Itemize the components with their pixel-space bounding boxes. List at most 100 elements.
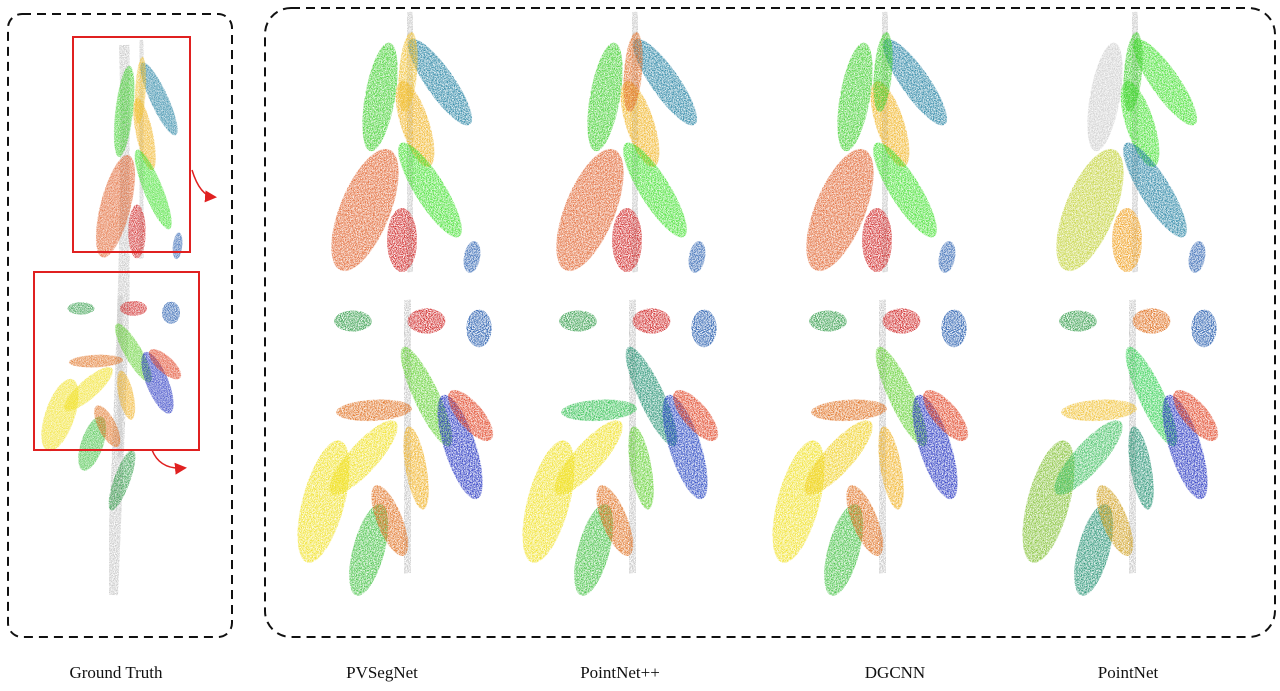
leaf — [1191, 309, 1217, 348]
leaf — [67, 302, 95, 315]
leaf — [336, 399, 412, 421]
leaf — [809, 310, 847, 332]
leaf — [1128, 426, 1154, 510]
top-view — [331, 11, 481, 274]
leaf — [69, 354, 123, 368]
leaf — [612, 208, 642, 272]
leaf — [1074, 504, 1114, 596]
leaf — [349, 504, 389, 596]
leaf — [824, 504, 864, 596]
leaf — [108, 449, 136, 511]
top-view — [556, 11, 706, 274]
leaf — [134, 56, 147, 124]
leaf — [1054, 420, 1123, 495]
leaf — [596, 485, 634, 556]
bottom-view — [297, 299, 494, 596]
leaf — [387, 208, 417, 272]
leaf — [633, 38, 697, 126]
leaf — [938, 241, 956, 273]
leaf — [837, 42, 873, 152]
leaf — [632, 308, 671, 334]
caption: PointNet — [1097, 663, 1159, 682]
leaf — [1123, 32, 1143, 112]
leaf — [1132, 308, 1171, 334]
leaf — [873, 142, 937, 238]
leaf — [398, 32, 418, 112]
leaf — [554, 420, 623, 495]
leaf — [1133, 38, 1197, 126]
leaf — [556, 149, 624, 271]
arrow — [191, 169, 217, 203]
leaf — [94, 405, 121, 448]
top-view — [806, 11, 956, 274]
leaf — [883, 38, 947, 126]
caption: PVSegNet — [346, 663, 418, 682]
leaf — [96, 155, 135, 258]
leaf — [128, 204, 146, 259]
leaf — [662, 394, 708, 500]
gt-frame — [7, 13, 233, 638]
leaf — [407, 308, 446, 334]
leaf — [466, 309, 492, 348]
leaf — [1056, 149, 1124, 271]
leaf — [559, 310, 597, 332]
caption: PointNet++ — [580, 663, 660, 682]
leaf — [912, 394, 958, 500]
leaf — [1096, 485, 1134, 556]
leaf — [873, 32, 893, 112]
leaf — [878, 426, 904, 510]
leaf — [331, 149, 399, 271]
leaf — [448, 390, 494, 441]
leaf — [1059, 310, 1097, 332]
leaf — [673, 390, 719, 441]
leaf — [1162, 394, 1208, 500]
leaf — [463, 241, 481, 273]
leaf — [172, 232, 183, 260]
leaf — [587, 42, 623, 152]
leaf — [623, 32, 643, 112]
bottom-view — [772, 299, 969, 596]
leaf — [862, 208, 892, 272]
leaf — [1123, 142, 1187, 238]
bottom-view — [1022, 299, 1219, 596]
leaf — [628, 426, 654, 510]
leaf — [811, 399, 887, 421]
leaf — [78, 416, 107, 471]
leaf — [437, 394, 483, 500]
top-view — [1056, 11, 1206, 274]
bottom-view — [522, 299, 719, 596]
arrow — [151, 449, 187, 475]
leaf — [846, 485, 884, 556]
leaf — [1061, 399, 1137, 421]
leaf — [688, 241, 706, 273]
leaf — [623, 142, 687, 238]
leaf — [148, 349, 182, 380]
leaf — [362, 42, 398, 152]
leaf — [1188, 241, 1206, 273]
leaf — [403, 426, 429, 510]
leaf — [804, 420, 873, 495]
leaf — [140, 62, 178, 136]
leaf — [882, 308, 921, 334]
leaf — [1087, 42, 1123, 152]
leaf — [1173, 390, 1219, 441]
leaf — [941, 309, 967, 348]
leaf — [334, 310, 372, 332]
top-crop-box — [72, 36, 191, 253]
leaf — [574, 504, 614, 596]
leaf — [162, 301, 180, 324]
leaf — [116, 370, 136, 420]
leaf — [408, 38, 472, 126]
bottom-crop-box — [33, 271, 200, 451]
leaf — [329, 420, 398, 495]
leaf — [691, 309, 717, 348]
leaf — [923, 390, 969, 441]
point-clouds — [41, 11, 1219, 596]
leaf — [113, 65, 135, 157]
leaf — [120, 300, 147, 316]
leaf — [141, 352, 174, 414]
leaf — [806, 149, 874, 271]
gt-bottom — [41, 295, 182, 471]
caption: Ground Truth — [69, 663, 163, 682]
leaf — [398, 142, 462, 238]
